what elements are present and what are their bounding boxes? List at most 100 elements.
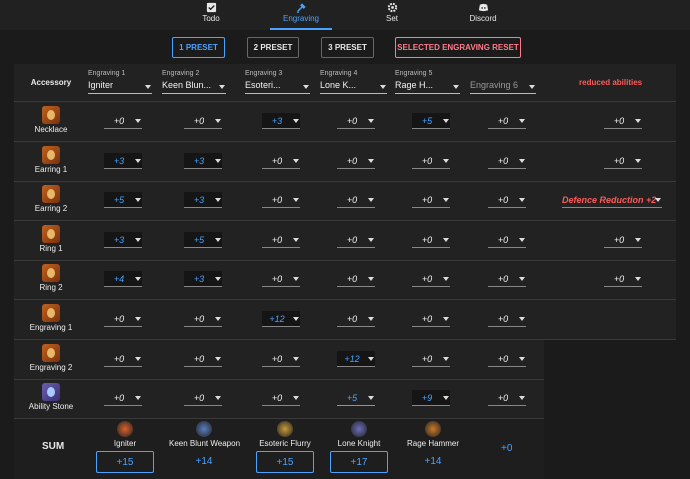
chevron-down-icon [293,356,299,361]
ability-stone-icon [42,383,60,402]
reduced-ability-value: +0 [613,274,625,285]
engraving-value-select[interactable]: +3 [104,231,142,248]
chevron-down-icon [519,396,525,401]
engraving-value-select[interactable]: +12 [262,311,300,327]
chevron-down-icon [215,198,221,203]
reduced-ability-select[interactable]: +0 [604,232,642,248]
engraving-value-select[interactable]: +3 [184,152,222,169]
reduced-ability-select[interactable]: +0 [604,153,642,169]
engraving-value: +0 [346,116,358,126]
reduced-ability-select[interactable]: Defence Reduction +2 [562,192,662,209]
engraving-2-select[interactable]: Engraving 2 Keen Blun... [162,70,226,94]
grid-header: Accessory Engraving 1 Igniter Engraving … [14,64,676,102]
engraving-value-select[interactable]: +0 [412,153,450,169]
engraving-value-select[interactable]: +0 [104,351,142,367]
accessory-row: Earring 2 +5 +3 +0 +0 +0 +0 Defence Reduction +… [14,181,676,222]
engraving-value-select[interactable]: +3 [262,113,300,129]
engraving-value-select[interactable]: +5 [337,390,375,407]
accessory-name: Ring 1 [39,243,63,253]
engraving-value-select[interactable]: +9 [412,390,450,407]
engraving-value-select[interactable]: +12 [337,350,375,367]
engraving-value-select[interactable]: +0 [488,232,526,248]
engraving-value-select[interactable]: +0 [412,192,450,209]
engraving-value-select[interactable]: +0 [337,311,375,327]
engraving-value-select[interactable]: +0 [104,113,142,129]
preset-1-button[interactable]: 1 PRESET [172,37,225,58]
engraving-value-select[interactable]: +0 [488,311,526,327]
chevron-down-icon [368,317,374,321]
engraving-value-select[interactable]: +0 [184,351,222,367]
chevron-down-icon [215,277,221,282]
engraving-value-select[interactable]: +0 [184,390,222,407]
engraving-icon [351,421,367,437]
nav-set[interactable]: Set [362,2,422,23]
accessory-name: Ability Stone [28,402,74,412]
engraving-value-select[interactable]: +0 [262,390,300,407]
engraving-value-select[interactable]: +0 [488,153,526,169]
reduced-ability-select[interactable]: +0 [604,113,642,129]
engraving-value: +4 [113,274,125,285]
accessory-cell: Ability Stone [14,379,88,419]
nav-engraving[interactable]: Engraving [271,2,331,23]
engraving-value-select[interactable]: +0 [412,351,450,367]
engraving-value-select[interactable]: +3 [184,271,222,288]
accessory-name: Necklace [34,125,68,134]
chevron-down-icon [443,198,449,203]
preset-3-button[interactable]: 3 PRESET [321,37,374,58]
engraving-value: +0 [271,274,283,285]
engraving-value-select[interactable]: +0 [262,153,300,169]
preset-2-button[interactable]: 2 PRESET [247,37,299,58]
engraving-5-select[interactable]: Engraving 5 Rage H... [395,70,460,94]
engraving-value: +3 [113,234,125,245]
reduced-ability-select[interactable]: +0 [604,271,642,288]
engraving-value-select[interactable]: +0 [488,192,526,209]
chevron-down-icon [368,356,374,361]
reset-engraving-button[interactable]: SELECTED ENGRAVING RESET [395,37,521,58]
chevron-down-icon [215,396,221,401]
engraving-value-select[interactable]: +4 [104,271,142,288]
engraving-value-select[interactable]: +0 [262,351,300,367]
accessory-row: Engraving 1 +0 +0 +12 +0 +0 +0 [14,300,676,340]
chevron-down-icon [293,198,299,203]
engraving-value-select[interactable]: +0 [488,271,526,288]
engraving-value-select[interactable]: +0 [488,113,526,129]
engraving-1-select[interactable]: Engraving 1 Igniter [88,70,152,94]
engraving-value-select[interactable]: +0 [262,271,300,288]
engraving-value-select[interactable]: +3 [104,152,142,169]
engraving-6-select[interactable]: Engraving 6 [470,70,536,94]
engraving-value-select[interactable]: +0 [337,113,375,129]
engraving-value-select[interactable]: +0 [412,232,450,248]
engraving-value-select[interactable]: +0 [488,390,526,407]
engraving-value-select[interactable]: +3 [184,192,222,209]
engraving-value: +0 [421,314,433,324]
engraving-value-select[interactable]: +0 [104,311,142,327]
engraving-value-select[interactable]: +0 [337,271,375,288]
engraving-value-select[interactable]: +0 [184,113,222,129]
engraving-value-select[interactable]: +0 [262,192,300,209]
engraving-value-select[interactable]: +0 [337,232,375,248]
engraving-value-select[interactable]: +0 [184,311,222,327]
chevron-down-icon [293,396,299,401]
engraving-2-value: Keen Blun... [162,80,212,90]
engraving-value-select[interactable]: +0 [412,271,450,288]
chevron-down-icon [303,85,309,89]
engraving-value-select[interactable]: +0 [412,311,450,327]
engraving-value-select[interactable]: +0 [262,232,300,248]
engraving-value-select[interactable]: +5 [412,113,450,129]
accessory-row: Engraving 2 +0 +0 +0 +12 +0 +0 [14,340,676,380]
chevron-down-icon [635,277,641,282]
engraving-value-select[interactable]: +5 [104,192,142,209]
engraving-value-select[interactable]: +0 [104,390,142,407]
engraving-value-select[interactable]: +0 [337,192,375,209]
engraving-value-select[interactable]: +0 [488,351,526,367]
engraving-value-select[interactable]: +5 [184,231,222,248]
engraving-3-select[interactable]: Engraving 3 Esoteri... [245,70,310,94]
engraving-4-select[interactable]: Engraving 4 Lone K... [320,70,387,94]
engraving-value-select[interactable]: +0 [337,153,375,169]
engraving-icon [277,421,293,437]
engraving-grid: Accessory Engraving 1 Igniter Engraving … [14,64,676,479]
engraving-4-label: Engraving 4 [320,70,358,77]
nav-todo[interactable]: Todo [181,2,241,23]
chevron-down-icon [519,317,525,321]
nav-discord[interactable]: Discord [453,2,513,23]
